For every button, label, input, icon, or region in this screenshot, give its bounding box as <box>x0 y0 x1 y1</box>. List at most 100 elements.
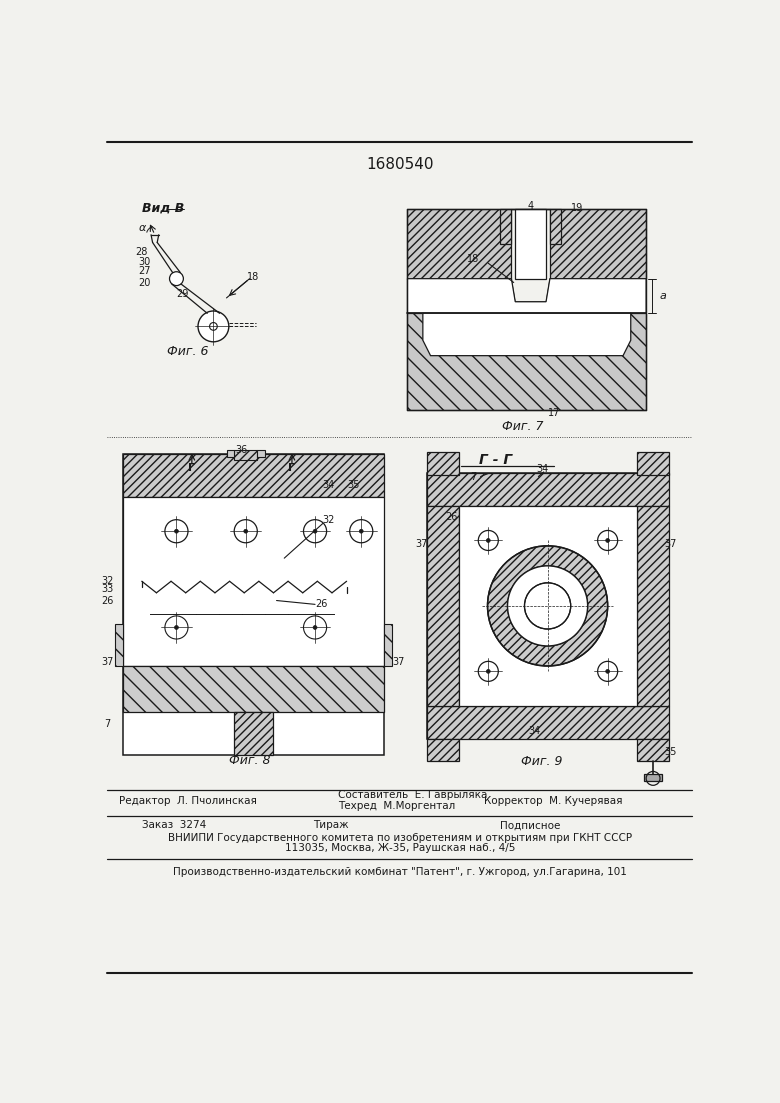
Text: 7: 7 <box>104 719 110 729</box>
Text: Фиг. 7: Фиг. 7 <box>502 420 544 433</box>
Text: 34: 34 <box>322 480 335 490</box>
Bar <box>644 774 662 781</box>
Text: 26: 26 <box>445 513 458 523</box>
Circle shape <box>597 662 618 682</box>
Circle shape <box>169 271 183 286</box>
Circle shape <box>234 520 257 543</box>
Circle shape <box>165 615 188 639</box>
Polygon shape <box>407 279 646 313</box>
Circle shape <box>360 529 363 533</box>
Text: 18: 18 <box>247 272 260 282</box>
Text: Корректор  М. Кучерявая: Корректор М. Кучерявая <box>484 795 623 805</box>
Text: α: α <box>139 223 147 233</box>
Circle shape <box>210 322 218 330</box>
Bar <box>637 739 669 761</box>
Text: 37: 37 <box>415 539 427 549</box>
Circle shape <box>244 529 248 533</box>
Text: Редактор  Л. Пчолинская: Редактор Л. Пчолинская <box>119 795 257 805</box>
Text: 26: 26 <box>101 596 113 606</box>
Text: 30: 30 <box>138 257 151 267</box>
Text: Подписное: Подписное <box>500 821 560 831</box>
Polygon shape <box>500 210 562 244</box>
Bar <box>427 706 669 739</box>
Bar <box>122 496 385 666</box>
Circle shape <box>303 520 327 543</box>
Text: Фиг. 6: Фиг. 6 <box>167 345 209 358</box>
Text: 19: 19 <box>571 203 583 213</box>
Text: 28: 28 <box>136 247 148 257</box>
Bar <box>427 473 669 506</box>
Text: Вид В: Вид В <box>142 202 184 214</box>
Circle shape <box>508 566 587 646</box>
Polygon shape <box>423 313 631 355</box>
Polygon shape <box>385 623 392 666</box>
Circle shape <box>508 566 587 646</box>
Text: 29: 29 <box>176 289 189 299</box>
Text: Техред  М.Моргентал: Техред М.Моргентал <box>339 801 456 811</box>
Text: 7: 7 <box>470 472 476 482</box>
Circle shape <box>478 662 498 682</box>
Text: 4: 4 <box>527 201 534 211</box>
Text: 37: 37 <box>392 657 404 667</box>
Text: 26: 26 <box>315 599 328 609</box>
Circle shape <box>606 538 610 543</box>
Bar <box>637 506 669 706</box>
Text: Г: Г <box>289 463 296 473</box>
Circle shape <box>313 529 317 533</box>
Bar <box>459 506 637 706</box>
Text: 27: 27 <box>138 266 151 276</box>
Bar <box>427 739 459 761</box>
Circle shape <box>487 538 490 543</box>
Bar <box>122 454 385 754</box>
Circle shape <box>313 625 317 630</box>
Circle shape <box>606 670 610 673</box>
Bar <box>122 666 385 713</box>
Polygon shape <box>407 279 646 313</box>
Text: 37: 37 <box>101 657 113 667</box>
Circle shape <box>478 531 498 550</box>
Text: 36: 36 <box>236 446 248 456</box>
Text: 113035, Москва, Ж-35, Раушская наб., 4/5: 113035, Москва, Ж-35, Раушская наб., 4/5 <box>285 844 515 854</box>
Bar <box>427 473 669 739</box>
Polygon shape <box>407 210 512 279</box>
Text: 17: 17 <box>548 408 560 418</box>
Text: Производственно-издательский комбинат "Патент", г. Ужгород, ул.Гагарина, 101: Производственно-издательский комбинат "П… <box>173 867 626 877</box>
Circle shape <box>165 520 188 543</box>
Bar <box>516 210 546 279</box>
Text: a: a <box>660 290 667 301</box>
Bar <box>427 452 459 475</box>
Bar <box>234 713 273 754</box>
Bar <box>234 450 257 460</box>
Text: Г: Г <box>188 463 195 473</box>
Text: 32: 32 <box>101 576 113 587</box>
Circle shape <box>175 625 179 630</box>
Text: 37: 37 <box>665 539 677 549</box>
Bar <box>257 450 265 457</box>
Text: ВНИИПИ Государственного комитета по изобретениям и открытиям при ГКНТ СССР: ВНИИПИ Государственного комитета по изоб… <box>168 833 632 843</box>
Text: 18: 18 <box>466 255 479 265</box>
Circle shape <box>524 582 571 629</box>
Circle shape <box>488 546 608 666</box>
Text: 35: 35 <box>665 747 677 758</box>
Bar <box>122 454 385 496</box>
Polygon shape <box>115 623 122 666</box>
Text: 1680540: 1680540 <box>366 158 434 172</box>
Bar <box>637 452 669 475</box>
Polygon shape <box>550 210 646 279</box>
Bar <box>427 506 459 706</box>
Text: 34: 34 <box>536 464 548 474</box>
Circle shape <box>487 670 490 673</box>
Text: 35: 35 <box>347 480 360 490</box>
Text: Тираж: Тираж <box>313 821 348 831</box>
Bar <box>226 450 234 457</box>
Text: 32: 32 <box>323 515 335 525</box>
Circle shape <box>597 531 618 550</box>
Text: Фиг. 8: Фиг. 8 <box>229 754 271 768</box>
Text: Фиг. 9: Фиг. 9 <box>522 754 563 768</box>
Polygon shape <box>407 313 646 409</box>
Circle shape <box>175 529 179 533</box>
Text: 20: 20 <box>138 278 151 288</box>
Text: Составитель  Е. Гаврыляка: Составитель Е. Гаврыляка <box>339 791 488 801</box>
Circle shape <box>198 311 229 342</box>
Text: Г - Г: Г - Г <box>480 452 512 467</box>
